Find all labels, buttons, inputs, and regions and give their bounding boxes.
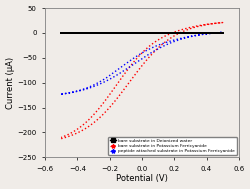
Y-axis label: Current (μA): Current (μA): [6, 57, 15, 109]
Legend: bare substrate in Deionized water, bare substrate in Potassium Ferricyanide, pep: bare substrate in Deionized water, bare …: [108, 137, 236, 155]
X-axis label: Potential (V): Potential (V): [116, 174, 168, 184]
